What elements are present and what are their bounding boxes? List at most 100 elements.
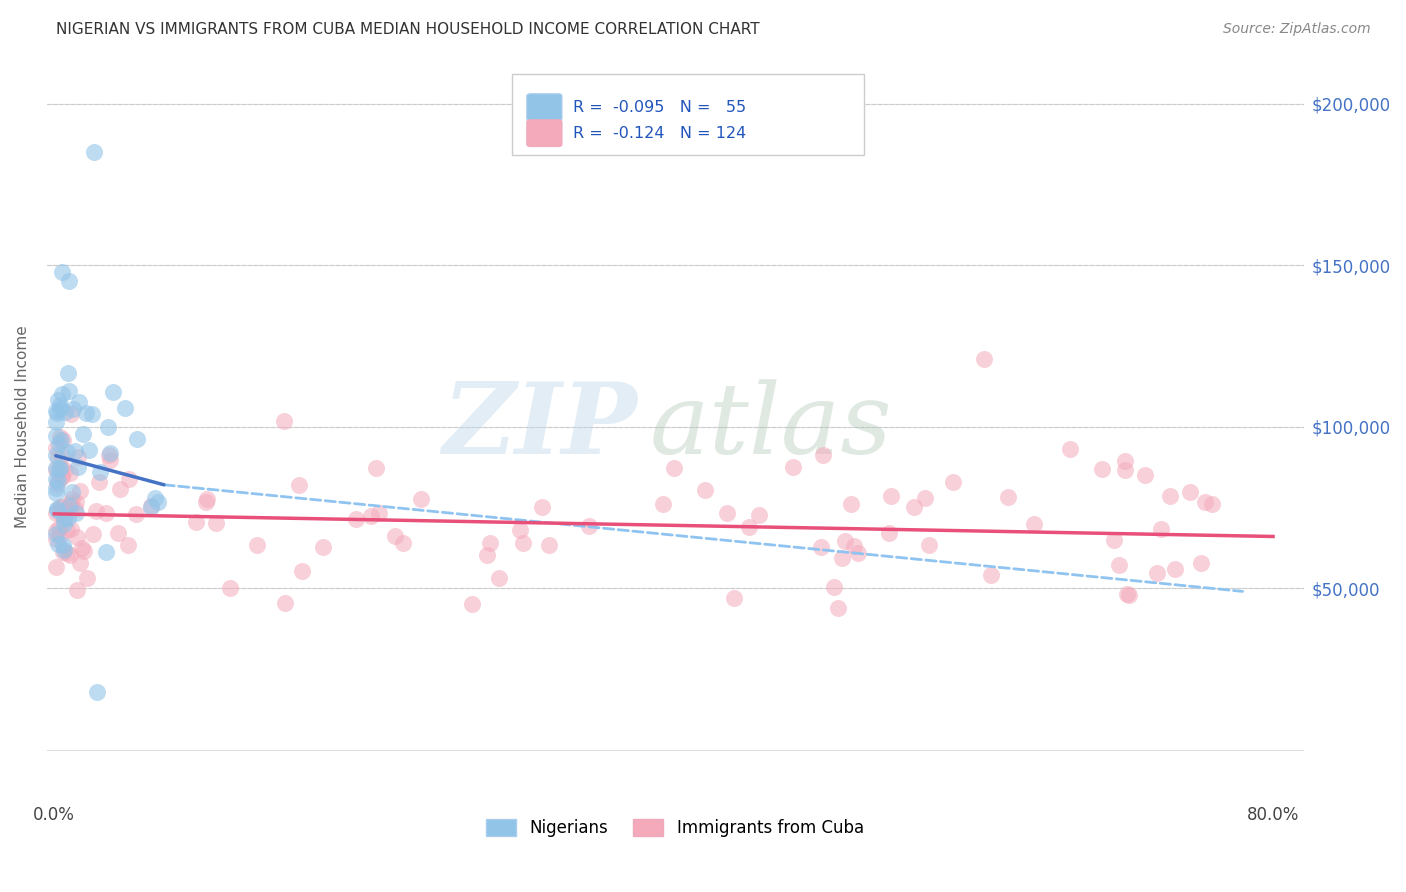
Point [1114,454,1136,468]
Point [56,366,79,380]
Point [60,484,83,499]
Point [782,459,804,474]
Point [58,499,80,513]
Point [1178,485,1201,500]
Text: R =  -0.095   N =   55: R = -0.095 N = 55 [574,100,747,115]
Point [538,538,561,552]
Point [49,462,72,476]
Point [45,533,67,547]
Point [980,568,1002,582]
Point [1102,533,1125,547]
Point [477,548,499,562]
Point [65,444,87,458]
Point [59,407,82,421]
Point [52,538,75,552]
Point [56,444,79,458]
Point [45,448,67,462]
Point [59,498,82,512]
Point [89,475,111,490]
Point [51,264,73,278]
Point [86,684,108,698]
Point [997,490,1019,504]
Point [392,535,415,549]
Point [1194,495,1216,509]
Point [69,484,91,499]
Point [813,448,835,462]
Point [97,448,120,462]
Point [823,580,845,594]
Point [146,495,169,509]
Point [114,401,136,415]
Point [46,537,69,551]
Point [58,511,80,525]
Point [103,385,125,400]
Point [141,500,163,515]
Legend: Nigerians, Immigrants from Cuba: Nigerians, Immigrants from Cuba [478,811,872,846]
Point [288,478,311,492]
Point [66,582,89,597]
Point [195,494,218,508]
Point [45,485,67,500]
Point [66,450,89,465]
Point [49,429,72,443]
Point [834,534,856,549]
Point [49,398,72,412]
Point [45,415,67,429]
Point [748,508,770,523]
Point [46,503,69,517]
Text: R =  -0.124   N = 124: R = -0.124 N = 124 [574,126,747,141]
Point [100,452,122,467]
Point [1159,490,1181,504]
Point [45,560,67,574]
Point [723,591,745,605]
Point [94,506,117,520]
Point [879,489,901,503]
Point [117,538,139,552]
Point [810,540,832,554]
Point [1059,442,1081,457]
Point [273,596,295,610]
Point [66,530,89,544]
Point [51,470,73,484]
Point [478,536,501,550]
FancyBboxPatch shape [512,74,863,155]
Point [1118,588,1140,602]
FancyBboxPatch shape [527,120,562,146]
Point [69,556,91,570]
Point [45,506,67,520]
FancyBboxPatch shape [527,94,562,120]
Point [942,475,965,489]
Point [69,395,91,409]
Point [879,526,901,541]
Point [60,492,83,507]
Point [107,525,129,540]
Point [344,511,367,525]
Point [52,511,75,525]
Point [59,466,82,480]
Point [360,509,382,524]
Point [45,472,67,486]
Point [841,497,863,511]
Point [45,442,67,456]
Point [312,540,335,554]
Y-axis label: Median Household Income: Median Household Income [15,326,30,528]
Point [530,500,553,514]
Point [46,393,69,408]
Text: NIGERIAN VS IMMIGRANTS FROM CUBA MEDIAN HOUSEHOLD INCOME CORRELATION CHART: NIGERIAN VS IMMIGRANTS FROM CUBA MEDIAN … [56,22,759,37]
Point [273,414,295,428]
Point [716,506,738,520]
Point [63,502,86,516]
Point [903,500,925,515]
Point [62,401,84,416]
Point [651,497,673,511]
Point [58,384,80,398]
Point [48,462,70,476]
Point [49,460,72,475]
Point [46,474,69,488]
Point [45,463,67,477]
Point [184,515,207,529]
Point [45,429,67,443]
Point [1091,462,1114,476]
Point [45,524,67,539]
Point [52,433,75,447]
